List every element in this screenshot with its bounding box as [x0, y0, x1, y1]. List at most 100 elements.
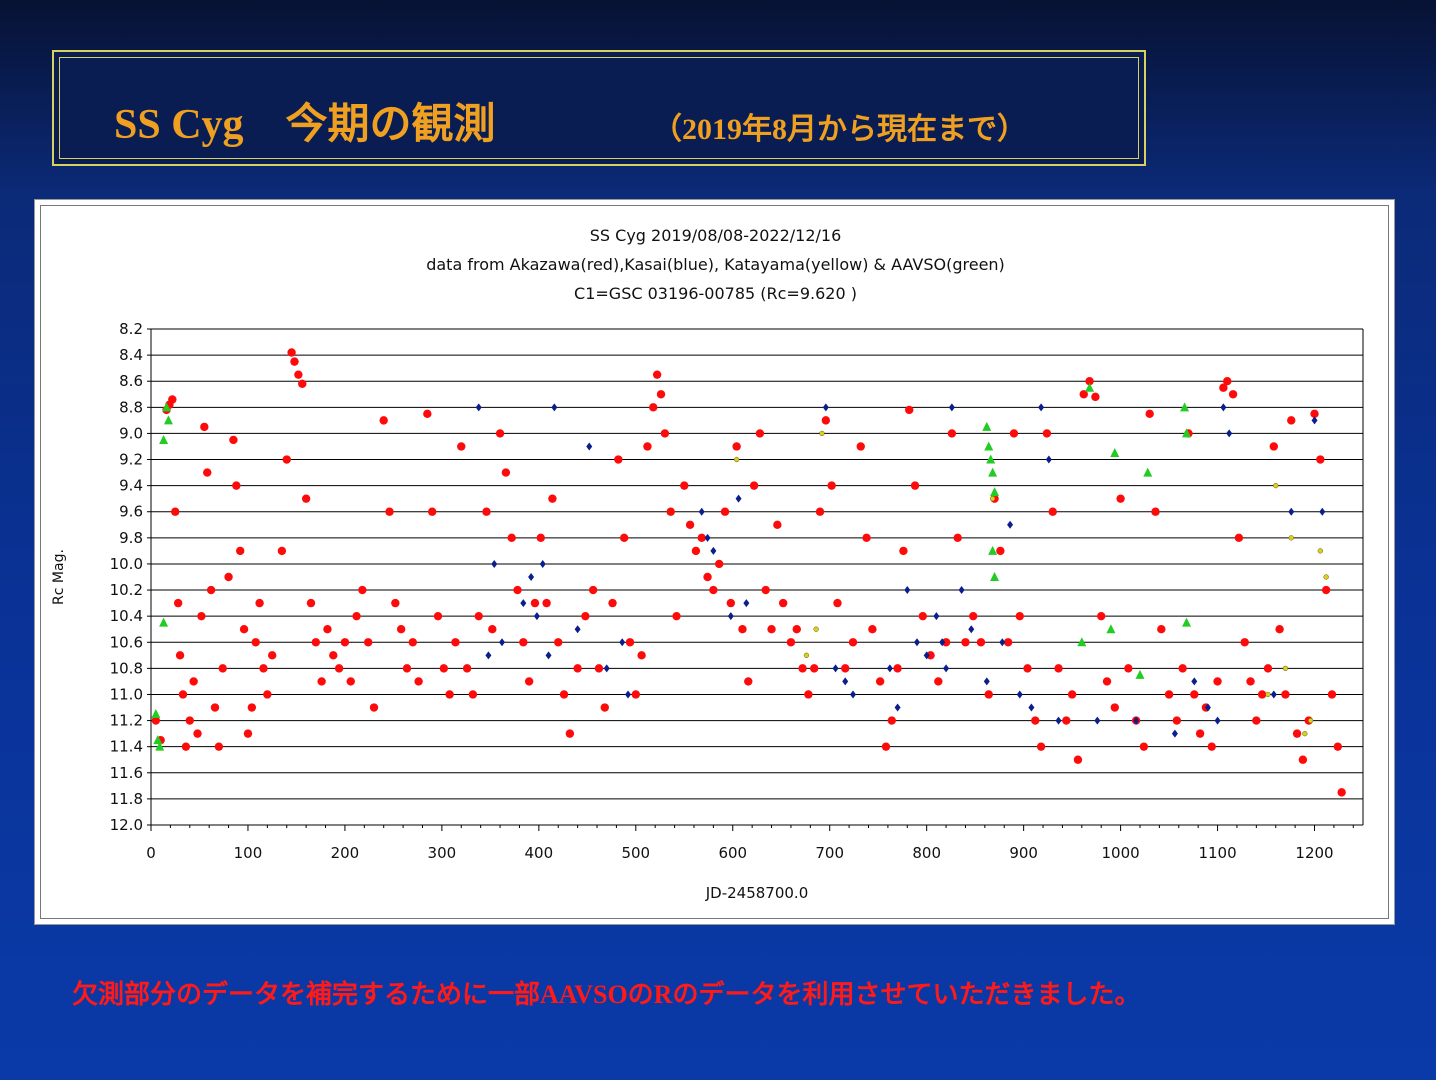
point-aavso: [1182, 428, 1192, 438]
y-tick-label: 9.6: [119, 503, 143, 521]
point-akazawa: [749, 481, 759, 490]
point-akazawa: [984, 690, 993, 699]
point-akazawa: [1246, 677, 1255, 686]
point-kasai: [533, 612, 540, 621]
y-tick-label: 10.0: [110, 555, 143, 573]
point-akazawa: [714, 559, 724, 569]
point-katayama: [1288, 535, 1294, 541]
point-akazawa: [1240, 638, 1249, 647]
point-akazawa: [206, 585, 216, 595]
point-akazawa: [1079, 390, 1088, 399]
point-akazawa: [969, 611, 978, 621]
point-kasai: [727, 612, 734, 621]
point-aavso: [990, 487, 1000, 497]
point-akazawa: [513, 585, 522, 595]
x-tick-label: 300: [428, 844, 457, 862]
point-akazawa: [306, 598, 316, 608]
y-tick-label: 8.2: [119, 320, 143, 338]
point-akazawa: [767, 625, 776, 634]
slide-subtitle: （2019年8月から現在まで）: [652, 113, 1027, 146]
point-kasai: [886, 664, 893, 673]
point-kasai: [958, 586, 965, 595]
point-akazawa: [744, 677, 753, 686]
point-akazawa: [703, 572, 712, 582]
point-akazawa: [565, 729, 575, 738]
point-kasai: [698, 507, 705, 516]
y-tick-label: 9.8: [119, 529, 143, 547]
point-akazawa: [680, 481, 689, 490]
point-kasai: [849, 690, 856, 699]
point-akazawa: [519, 638, 528, 647]
point-akazawa: [899, 546, 908, 556]
point-aavso: [1143, 467, 1153, 477]
point-akazawa: [542, 598, 551, 608]
point-akazawa: [290, 357, 299, 366]
slide-title-inner-border: [59, 57, 1139, 159]
y-tick-label: 9.4: [119, 477, 143, 495]
x-tick-label: 900: [1009, 844, 1038, 862]
point-kasai: [551, 403, 558, 412]
point-akazawa: [792, 625, 801, 634]
point-akazawa: [918, 611, 928, 621]
point-akazawa: [1048, 507, 1057, 516]
x-tick-label: 0: [146, 844, 156, 862]
point-akazawa: [311, 638, 321, 647]
point-akazawa: [151, 716, 161, 725]
point-akazawa: [697, 533, 706, 543]
point-kasai: [939, 638, 946, 647]
y-tick-label: 11.0: [110, 685, 143, 703]
y-tick-label: 9.2: [119, 451, 143, 469]
point-kasai: [1055, 716, 1062, 725]
point-akazawa: [548, 494, 557, 503]
point-akazawa: [1287, 416, 1296, 425]
point-akazawa: [941, 638, 951, 647]
point-akazawa: [1172, 716, 1182, 725]
point-akazawa: [1337, 788, 1346, 797]
point-akazawa: [408, 638, 417, 647]
point-akazawa: [672, 611, 681, 621]
point-kasai: [619, 638, 626, 647]
point-aavso: [1180, 402, 1190, 412]
point-akazawa: [501, 468, 511, 477]
point-katayama: [1317, 548, 1323, 554]
point-akazawa: [755, 429, 765, 438]
point-akazawa: [1327, 690, 1337, 699]
point-akazawa: [203, 468, 212, 477]
y-tick-label: 11.8: [110, 790, 143, 808]
y-tick-label: 12.0: [110, 816, 143, 834]
point-kasai: [735, 494, 742, 503]
point-akazawa: [1263, 664, 1273, 673]
point-akazawa: [218, 664, 227, 673]
point-aavso: [1077, 637, 1087, 647]
point-akazawa: [887, 716, 896, 725]
light-curve-chart: SS Cyg 2019/08/08-2022/12/16 data from A…: [34, 199, 1395, 925]
point-akazawa: [178, 690, 188, 699]
point-akazawa: [358, 585, 367, 595]
point-akazawa: [709, 585, 718, 595]
point-akazawa: [247, 703, 257, 712]
point-akazawa: [786, 638, 796, 647]
point-akazawa: [856, 442, 865, 451]
point-akazawa: [996, 546, 1005, 556]
point-kasai: [999, 638, 1006, 647]
point-katayama: [803, 652, 810, 658]
point-akazawa: [614, 455, 623, 464]
x-tick-label: 1200: [1295, 844, 1333, 862]
x-tick-label: 700: [815, 844, 844, 862]
point-akazawa: [961, 638, 970, 647]
x-tick-label: 600: [718, 844, 747, 862]
point-kasai: [832, 664, 839, 673]
point-akazawa: [287, 348, 296, 357]
point-akazawa: [798, 664, 807, 673]
point-akazawa: [1321, 585, 1331, 595]
point-akazawa: [1269, 442, 1278, 451]
point-akazawa: [268, 651, 277, 660]
y-tick-label: 10.4: [110, 607, 143, 625]
point-kasai: [1270, 690, 1277, 699]
point-kasai: [1288, 507, 1295, 516]
point-kasai: [1028, 703, 1035, 712]
point-akazawa: [1015, 611, 1024, 621]
point-akazawa: [910, 481, 920, 490]
point-kasai: [475, 403, 482, 412]
point-akazawa: [976, 638, 986, 647]
